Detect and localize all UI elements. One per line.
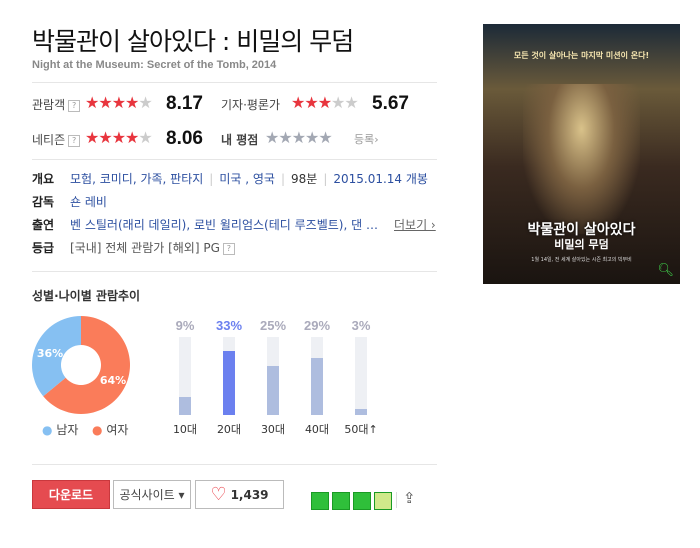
cast-label: 출연 [32,218,55,232]
age-bar-track [179,337,191,415]
overview-row: 개요 모험, 코미디, 가족, 판타지 | 미국 , 영국 | 98분 | 2015.01.1… [32,172,428,186]
age-label: 50대↑ [344,423,378,436]
help-icon[interactable]: ? [222,242,235,255]
more-cast-link[interactable]: 더보기 › [394,218,436,232]
legend-female: ● 여자 [92,423,129,437]
audience-score: 8.17 [166,93,203,114]
donut-slice-female [43,316,130,414]
netizen-score: 8.06 [166,128,203,149]
donut-slice-male [32,316,81,397]
audience-rating: 관람객? [32,96,81,113]
age-bar-track [355,337,367,415]
age-label: 10대 [172,423,198,436]
page-title: 박물관이 살아있다 : 비밀의 무덤 [32,27,354,56]
critic-score: 5.67 [372,93,409,114]
netizen-label: 네티즌 [32,133,66,147]
director-link[interactable]: 숀 레비 [70,195,107,209]
critic-stars: ★★★★★ [291,93,359,112]
age-bar-track [223,337,235,415]
director-label: 감독 [32,195,55,209]
poster-tagline: 모든 것이 살아나는 마지막 미션이 온다! [513,51,650,60]
age-label: 40대 [304,423,330,436]
like-count: 1,439 [230,487,269,502]
audience-label: 관람객 [32,98,66,112]
age-bar [311,358,323,415]
official-site-dropdown[interactable]: 공식사이트 ▾ [113,480,191,509]
age-bar-track [311,337,323,415]
legend-label: 남자 [56,423,79,437]
age-label: 20대 [216,423,242,436]
blog-share-icon[interactable] [311,492,329,510]
poster-subtitle: 비밀의 무덤 [554,238,609,251]
female-percent-label: 64% [100,374,126,387]
country-link[interactable]: 미국 , 영국 [219,172,275,186]
download-button[interactable]: 다운로드 [32,480,110,509]
magnifier-icon[interactable]: 🔍︎ [657,263,674,278]
genres-link[interactable]: 모험, 코미디, 가족, 판타지 [70,172,204,186]
divider [396,492,397,508]
chart-title: 성별·나이별 관람추이 [32,289,141,303]
like-button[interactable]: ♡ 1,439 [195,480,284,509]
help-icon[interactable]: ? [68,99,81,112]
critic-label: 기자·평론가 [221,98,281,112]
gender-donut-chart: 36% 64% [32,316,130,414]
age-label: 30대 [260,423,286,436]
poster-image [523,84,640,234]
age-bar [355,409,367,415]
my-rating-stars[interactable]: ★★★★★ [265,128,333,147]
age-percent-label: 3% [351,318,371,333]
grade-label: 등급 [32,241,55,255]
original-title: Night at the Museum: Secret of the Tomb,… [32,59,277,71]
grade-value: [국내] 전체 관람가 [해외] PG [70,241,220,255]
divider [32,464,437,465]
director-row: 감독 숀 레비 [32,193,107,210]
legend-male: ● 남자 [42,423,79,437]
memo-share-icon[interactable] [374,492,392,510]
age-percent-label: 25% [259,318,287,333]
netizen-rating: 네티즌? [32,131,81,148]
help-icon[interactable]: ? [68,134,81,147]
legend-label: 여자 [106,423,129,437]
divider [32,159,437,160]
heart-icon: ♡ [210,484,227,505]
my-rating-label: 내 평점 [221,133,259,147]
age-bar [267,366,279,415]
release-date-link[interactable]: 2015.01.14 개봉 [333,172,428,186]
divider [32,82,437,83]
age-bar [179,397,191,415]
cafe-share-icon[interactable] [332,492,350,510]
audience-stars: ★★★★★ [85,93,153,112]
age-bar [223,350,235,415]
age-percent-label: 29% [303,318,331,333]
divider [32,271,437,272]
cast-row: 출연 벤 스틸러(래리 데일리), 로빈 윌리엄스(테디 루즈벨트), 댄 … [32,216,378,233]
overview-label: 개요 [32,172,55,186]
bookmark-share-icon[interactable] [353,492,371,510]
netizen-stars: ★★★★★ [85,128,153,147]
register-rating-link[interactable]: 등록› [354,133,379,146]
age-percent-label: 33% [215,318,243,333]
movie-poster[interactable]: 모든 것이 살아나는 마지막 미션이 온다! 박물관이 살아있다 비밀의 무덤 … [483,24,680,284]
share-icon[interactable]: ⇪ [403,489,416,507]
male-percent-label: 36% [37,347,63,360]
poster-date: 1월 14일, 전 세계 살아있는 시즌 최고의 빅무비 [531,257,632,263]
cast-link[interactable]: 벤 스틸러(래리 데일리), 로빈 윌리엄스(테디 루즈벨트), 댄 … [70,218,378,232]
age-percent-label: 9% [175,318,195,333]
poster-title: 박물관이 살아있다 [527,222,636,238]
runtime: 98분 [291,172,318,186]
grade-row: 등급 [국내] 전체 관람가 [해외] PG? [32,239,235,256]
age-bar-track [267,337,279,415]
